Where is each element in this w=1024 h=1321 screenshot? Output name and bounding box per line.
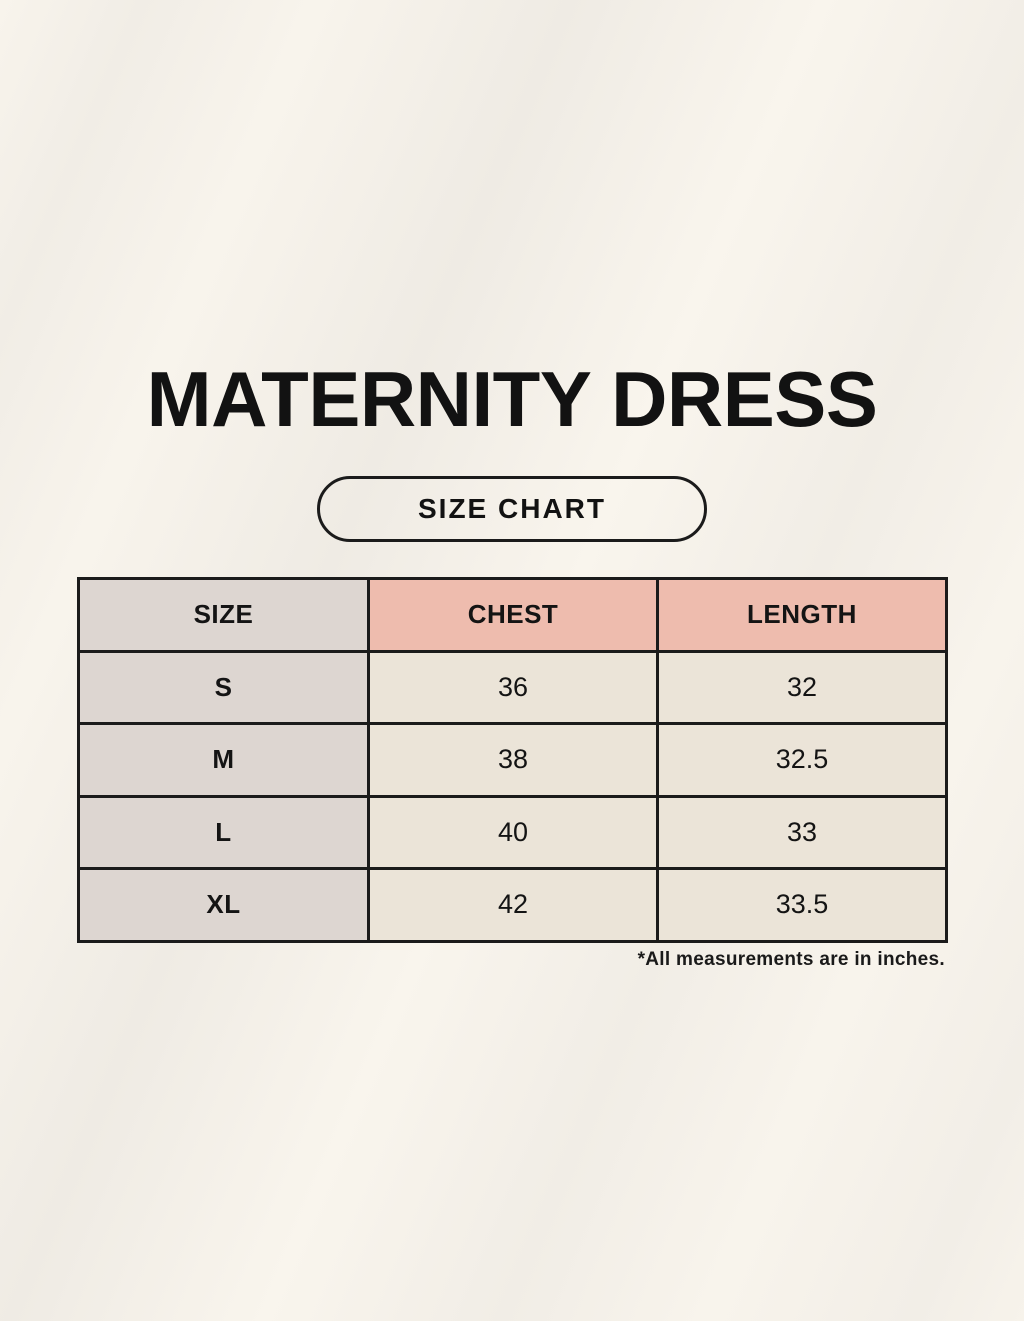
row-label-s: S (77, 649, 370, 725)
page-title: MATERNITY DRESS (146, 355, 878, 443)
row-label-m: M (77, 722, 370, 798)
table-row-m: M 38 32.5 (77, 722, 948, 798)
size-table: SIZE CHEST LENGTH S 36 32 M 38 32.5 L 40… (77, 577, 948, 943)
chest-value-s: 36 (367, 649, 659, 725)
table-header-row: SIZE CHEST LENGTH (77, 577, 948, 653)
chest-value-l: 40 (367, 794, 659, 870)
column-header-size: SIZE (77, 577, 370, 653)
column-header-length: LENGTH (656, 577, 948, 653)
measurements-footnote: *All measurements are in inches. (637, 949, 945, 970)
length-value-s: 32 (656, 649, 948, 725)
length-value-l: 33 (656, 794, 948, 870)
column-header-chest: CHEST (367, 577, 659, 653)
chest-value-m: 38 (367, 722, 659, 798)
size-chart-badge-label: SIZE CHART (418, 493, 606, 524)
size-chart-badge: SIZE CHART (317, 476, 707, 542)
row-label-l: L (77, 794, 370, 870)
length-value-m: 32.5 (656, 722, 948, 798)
length-value-xl: 33.5 (656, 867, 948, 943)
row-label-xl: XL (77, 867, 370, 943)
table-row-l: L 40 33 (77, 794, 948, 870)
table-row-xl: XL 42 33.5 (77, 867, 948, 943)
table-row-s: S 36 32 (77, 649, 948, 725)
chest-value-xl: 42 (367, 867, 659, 943)
